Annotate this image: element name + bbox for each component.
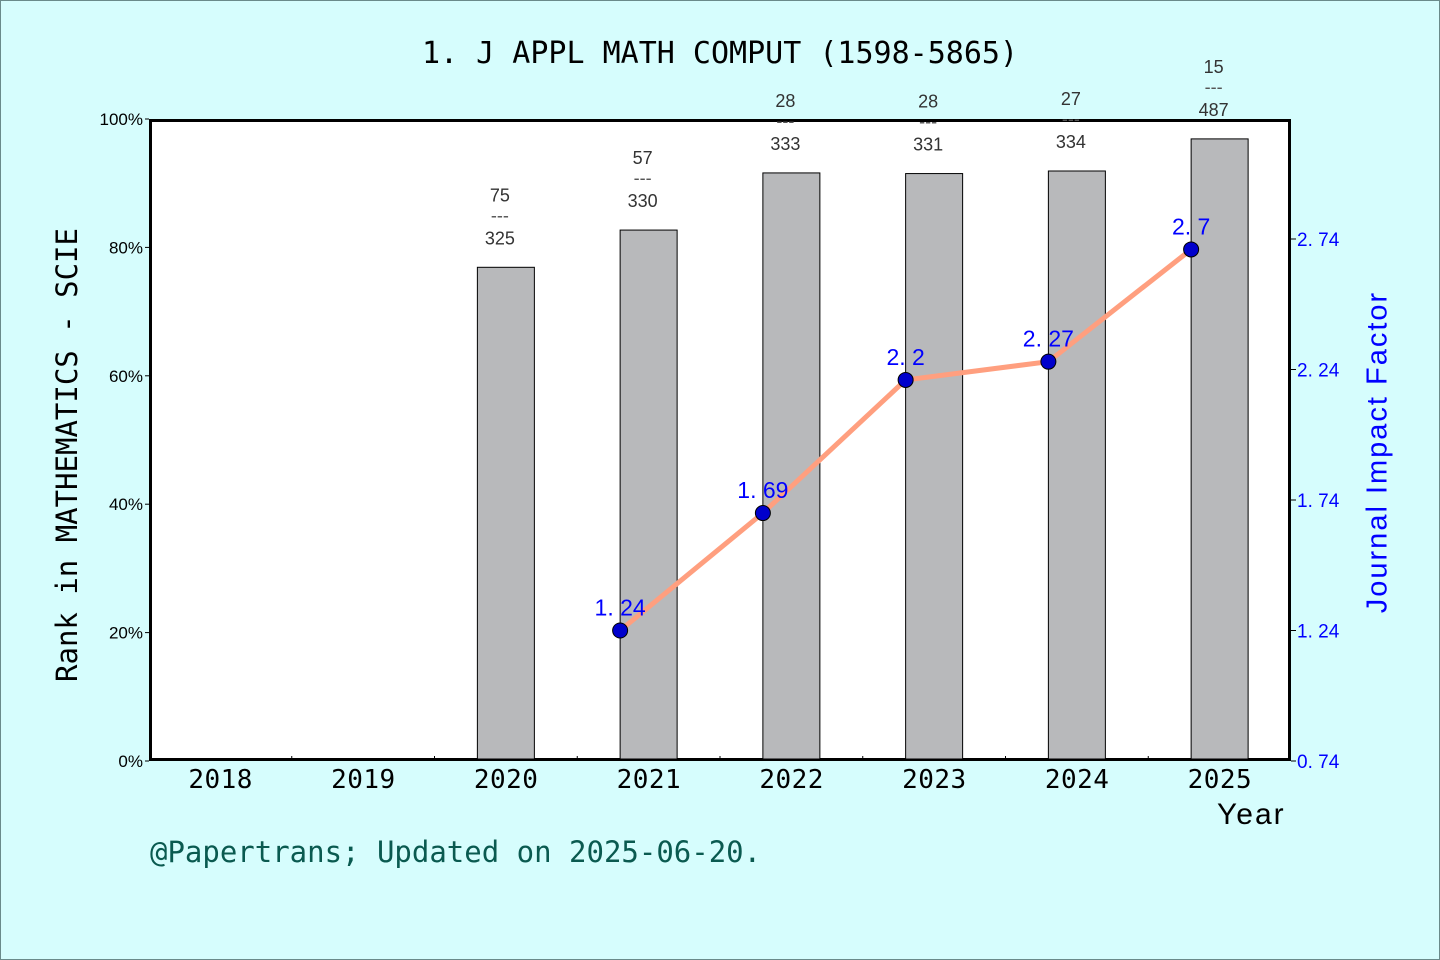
impact-factor-marker: [754, 505, 771, 522]
total-label: 487: [1199, 100, 1229, 120]
rank-label: 28: [918, 92, 938, 112]
x-tick-label: 2023: [902, 765, 966, 795]
rank-label: 15: [1204, 57, 1224, 77]
y-tick-label-right: 2. 74: [1297, 230, 1340, 251]
rank-label: 75: [490, 185, 510, 205]
y-tick-label-left: 0%: [118, 752, 143, 771]
y-tick-label-left: 100%: [100, 110, 143, 129]
footer-credit: @Papertrans; Updated on 2025-06-20.: [150, 835, 762, 869]
y-tick-label-left: 80%: [109, 238, 143, 257]
rank-divider: ---: [919, 112, 937, 132]
x-tick-label: 2025: [1188, 765, 1252, 795]
impact-factor-label: 2. 27: [1023, 326, 1074, 352]
x-tick-label: 2018: [188, 765, 252, 795]
x-tick-label: 2022: [759, 765, 823, 795]
impact-factor-marker: [1040, 353, 1057, 370]
x-axis-label: Year: [1217, 798, 1286, 831]
total-label: 333: [770, 134, 800, 154]
impact-factor-marker: [897, 371, 914, 388]
rank-divider: ---: [491, 205, 509, 225]
y-tick-label-left: 60%: [109, 367, 143, 386]
rank-divider: ---: [776, 111, 794, 131]
rank-divider: ---: [634, 168, 652, 188]
y-tick-label-left: 20%: [109, 624, 143, 643]
x-tick-label: 2019: [331, 765, 395, 795]
rank-bar: [476, 266, 535, 760]
rank-divider: ---: [1205, 77, 1223, 97]
y-tick-label-right: 1. 24: [1297, 622, 1340, 643]
impact-factor-label: 2. 7: [1172, 213, 1210, 239]
rank-label: 27: [1061, 89, 1081, 109]
y-tick-label-right: 2. 24: [1297, 361, 1340, 382]
rank-divider: ---: [1062, 109, 1080, 129]
total-label: 331: [913, 135, 943, 155]
x-tick-label: 2021: [617, 765, 681, 795]
total-label: 334: [1056, 132, 1086, 152]
y-axis-label-left: Rank in MATHEMATICS - SCIE: [50, 228, 84, 682]
rank-label: 28: [775, 91, 795, 111]
impact-factor-marker: [1183, 241, 1200, 258]
impact-factor-marker: [612, 622, 629, 639]
rank-label: 57: [633, 148, 653, 168]
chart-title: 1. J APPL MATH COMPUT (1598-5865): [421, 36, 1019, 71]
rank-bar: [905, 173, 964, 760]
total-label: 330: [628, 191, 658, 211]
impact-factor-label: 2. 2: [886, 344, 924, 370]
y-tick-label-right: 0. 74: [1297, 752, 1340, 773]
y-tick-label-left: 40%: [109, 495, 143, 514]
x-tick-label: 2020: [474, 765, 538, 795]
impact-factor-label: 1. 69: [737, 477, 788, 503]
y-axis-label-right: Journal Impact Factor: [1361, 290, 1394, 614]
rank-bar: [1047, 170, 1106, 760]
rank-bar: [619, 229, 678, 760]
y-tick-label-right: 1. 74: [1297, 491, 1340, 512]
x-tick-label: 2024: [1045, 765, 1109, 795]
rank-bar: [1190, 138, 1249, 760]
impact-factor-label: 1. 24: [595, 595, 646, 621]
total-label: 325: [485, 228, 515, 248]
